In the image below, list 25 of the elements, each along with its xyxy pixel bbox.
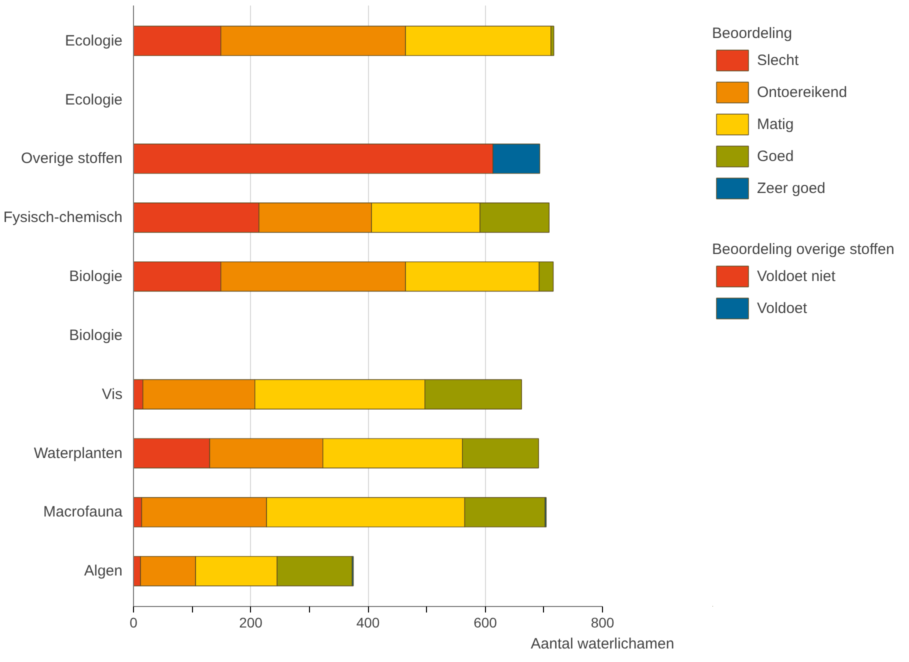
y-tick-label: Biologie	[69, 326, 123, 344]
x-tick-label: 800	[590, 614, 614, 630]
legend-label: Goed	[757, 148, 794, 164]
y-tick-label: Biologie	[69, 268, 123, 286]
x-tick-label: 600	[474, 614, 498, 630]
y-tick-label: Macrofauna	[43, 504, 124, 521]
y-tick-label: Waterplanten	[34, 444, 123, 462]
y-tick-label: Ecologie	[64, 32, 123, 50]
legend-label: Matig	[757, 116, 794, 132]
y-tick-label: Ecologie	[64, 91, 123, 108]
x-axis-title: Aantal waterlichamen	[530, 636, 674, 652]
text: Beoordeling overige stoffen	[712, 241, 894, 258]
y-tick-label: Algen	[84, 562, 123, 580]
y-tick-label: Fysisch-chemisch	[3, 209, 122, 226]
x-tick-label: 200	[239, 614, 263, 630]
legend-label: Ontoereikend	[757, 84, 848, 100]
legend-label: Zeer goed	[757, 180, 826, 196]
legend-label: Voldoet	[757, 300, 808, 316]
x-tick-label: 400	[356, 614, 380, 630]
legend-title: Beoordeling	[712, 25, 794, 42]
legend-label: Slecht	[757, 52, 799, 68]
y-tick-label: Vis	[102, 386, 123, 403]
legend-label: Voldoet niet	[757, 268, 836, 284]
x-tick-label: 0	[130, 614, 138, 630]
y-tick-label: Overige stoffen	[21, 150, 123, 168]
